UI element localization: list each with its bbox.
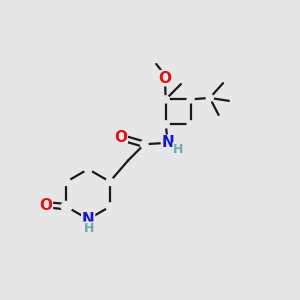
- Circle shape: [163, 137, 173, 148]
- Circle shape: [83, 214, 94, 224]
- Circle shape: [106, 178, 114, 185]
- Circle shape: [140, 140, 148, 148]
- Circle shape: [106, 203, 114, 211]
- Circle shape: [63, 203, 70, 211]
- Text: O: O: [159, 71, 172, 86]
- Text: H: H: [84, 222, 94, 235]
- Circle shape: [206, 94, 213, 101]
- Circle shape: [162, 121, 169, 128]
- Text: O: O: [114, 130, 127, 145]
- Text: N: N: [82, 212, 94, 227]
- Circle shape: [61, 201, 72, 212]
- Circle shape: [162, 96, 169, 103]
- Text: H: H: [173, 143, 183, 156]
- Text: N: N: [161, 135, 174, 150]
- Text: O: O: [39, 198, 52, 213]
- Circle shape: [84, 165, 92, 173]
- Circle shape: [187, 121, 194, 128]
- Circle shape: [187, 96, 194, 103]
- Circle shape: [63, 178, 70, 185]
